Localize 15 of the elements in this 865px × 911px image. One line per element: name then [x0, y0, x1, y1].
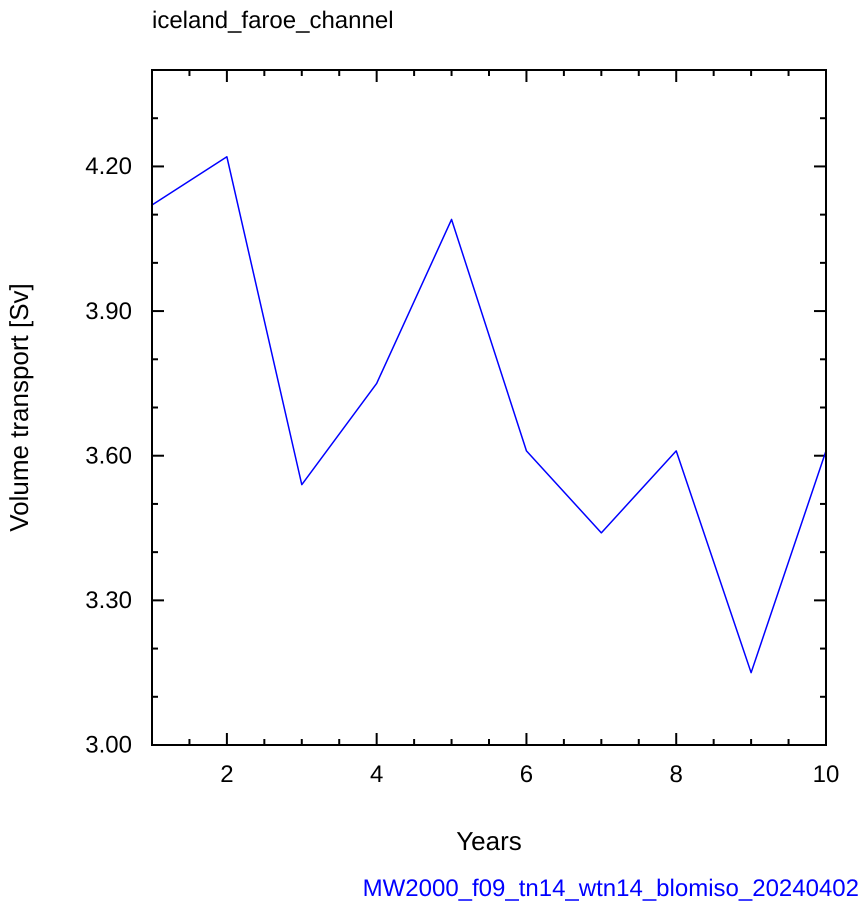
chart-title: iceland_faroe_channel [152, 7, 394, 34]
y-tick-label: 3.00 [85, 732, 132, 759]
y-tick-label: 4.20 [85, 153, 132, 180]
y-tick-label: 3.30 [85, 587, 132, 614]
line-series [151, 156, 827, 674]
y-axis-title: Volume transport [Sv] [4, 283, 34, 532]
x-tick-label: 2 [220, 761, 234, 788]
x-axis-title: Years [456, 826, 522, 856]
y-tick-label: 3.60 [85, 442, 132, 470]
x-tick-label: 10 [812, 761, 840, 788]
x-tick-label: 6 [520, 761, 534, 788]
x-tick-label: 4 [370, 761, 384, 788]
y-tick-label: 3.90 [85, 298, 132, 325]
text: MW2000_f09_tn14_wtn14_blomiso_20240402 [362, 875, 859, 902]
x-tick-label: 8 [670, 761, 683, 788]
